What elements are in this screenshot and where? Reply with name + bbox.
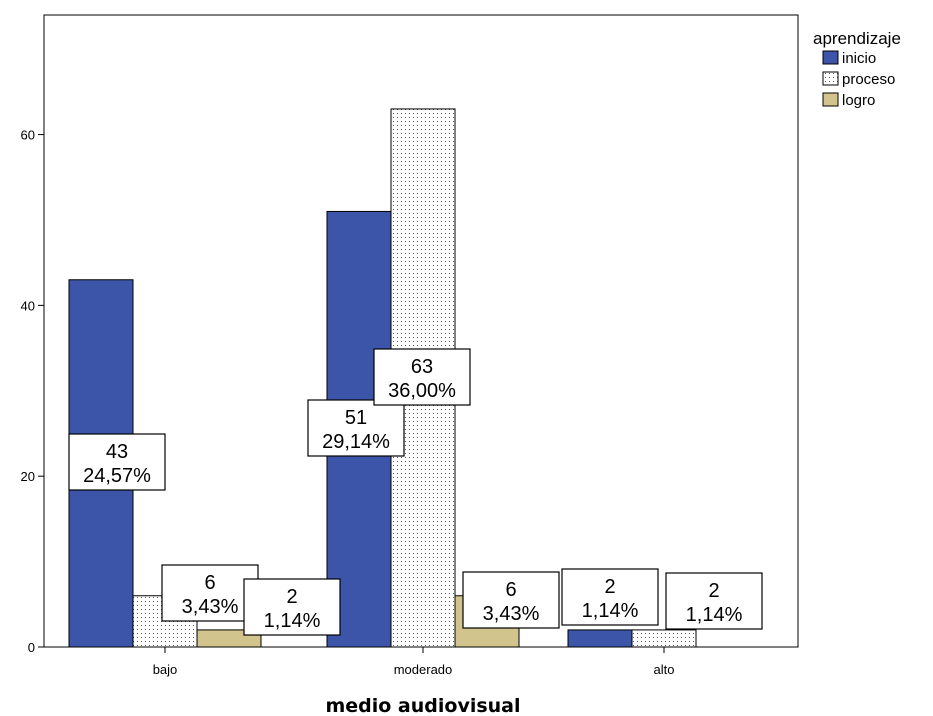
y-tick-label: 0 (28, 640, 35, 655)
data-label-percent: 1,14% (264, 610, 321, 632)
y-tick-label: 60 (21, 128, 35, 143)
y-axis: 0 20 40 60 (21, 128, 44, 655)
x-axis-title: medio audiovisual (325, 695, 520, 716)
data-label-box (68, 433, 166, 491)
data-label-count: 6 (204, 572, 215, 594)
x-axis: bajo moderado alto (153, 647, 675, 677)
data-label-box (161, 564, 259, 622)
data-label-logro-bajo: 21,14% (243, 578, 341, 636)
x-tick-label: bajo (153, 662, 178, 677)
data-label-proceso-bajo: 63,43% (161, 564, 259, 622)
legend-swatch-logro (822, 92, 839, 107)
y-tick-label: 20 (21, 469, 35, 484)
legend-swatch-inicio (822, 50, 839, 65)
data-label-box (665, 572, 763, 630)
data-label-box (243, 578, 341, 636)
data-label-box (462, 571, 560, 629)
data-label-inicio-alto: 21,14% (561, 568, 659, 626)
y-tick-label: 40 (21, 298, 35, 313)
legend-title: aprendizaje (813, 29, 901, 48)
data-label-box (373, 348, 471, 406)
bar-inicio-alto (567, 629, 633, 648)
data-label-proceso-alto: 21,14% (665, 572, 763, 630)
data-label-logro-moderado: 63,43% (462, 571, 560, 629)
data-label-count: 51 (345, 407, 367, 429)
data-label-percent: 29,14% (322, 431, 390, 453)
data-label-percent: 36,00% (388, 380, 456, 402)
data-label-count: 6 (505, 579, 516, 601)
data-label-count: 2 (708, 580, 719, 602)
data-label-count: 63 (411, 356, 433, 378)
bar-proceso-alto (631, 629, 697, 648)
data-label-box (561, 568, 659, 626)
x-tick-label: alto (654, 662, 675, 677)
data-label-count: 43 (106, 441, 128, 463)
legend-swatch-proceso (822, 71, 839, 86)
legend-label-inicio: inicio (842, 50, 876, 67)
data-label-count: 2 (604, 576, 615, 598)
data-label-percent: 24,57% (83, 465, 151, 487)
data-label-box (307, 399, 405, 457)
x-tick-label: moderado (394, 662, 453, 677)
data-label-count: 2 (286, 586, 297, 608)
data-label-percent: 3,43% (483, 603, 540, 625)
legend-label-logro: logro (842, 92, 875, 109)
legend-label-proceso: proceso (842, 71, 895, 88)
data-label-percent: 1,14% (686, 604, 743, 626)
legend: inicio proceso logro (822, 50, 895, 109)
data-label-percent: 1,14% (582, 600, 639, 622)
data-label-percent: 3,43% (182, 596, 239, 618)
